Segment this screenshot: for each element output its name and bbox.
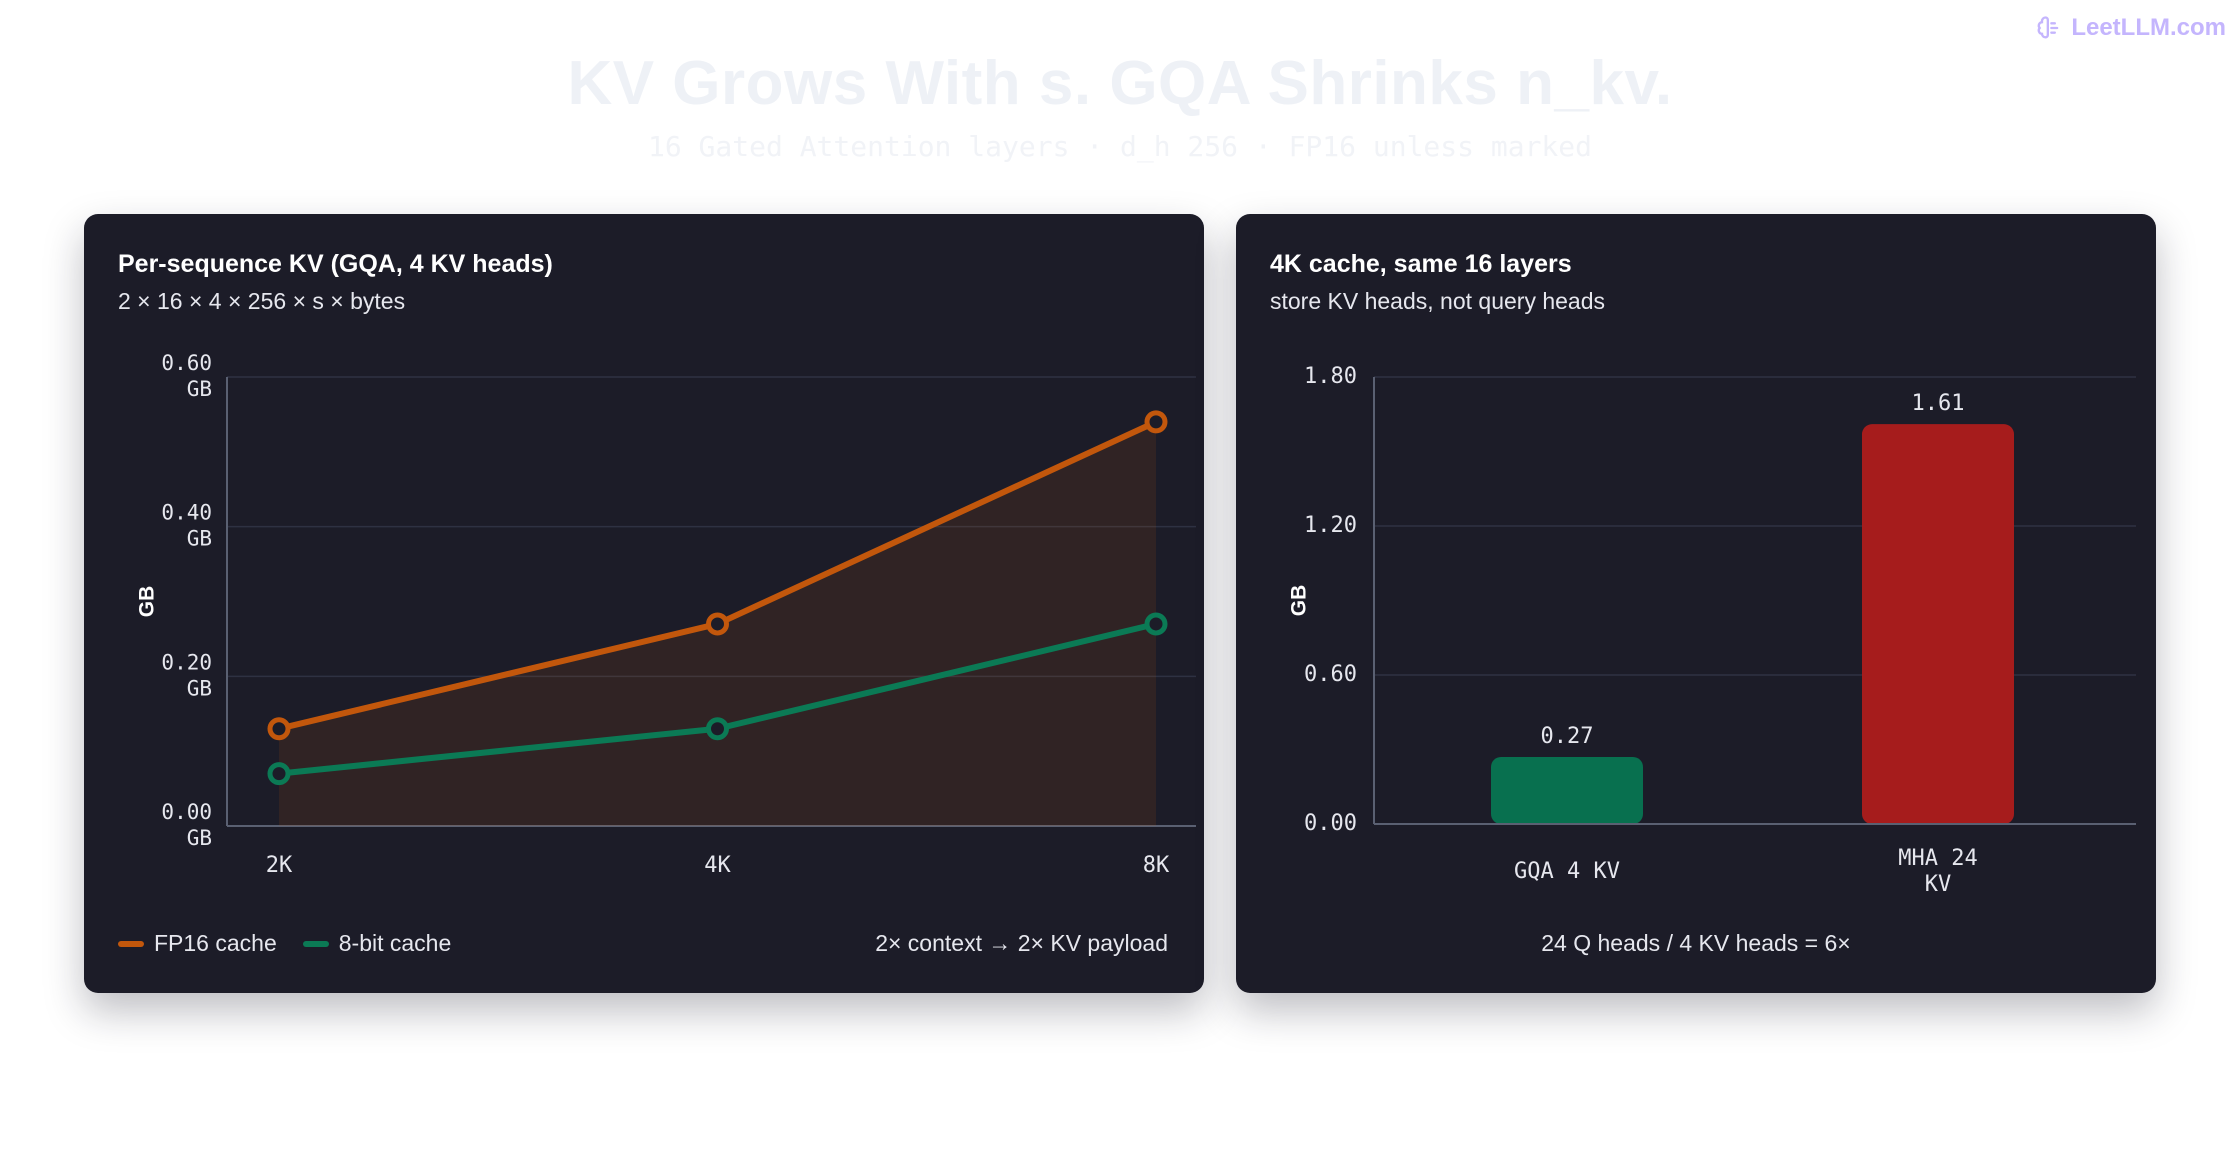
y-tick-label: 0.20 GB: [161, 650, 212, 700]
page-subtitle: 16 Gated Attention layers · d_h 256 · FP…: [647, 130, 1592, 163]
brain-icon: [2037, 16, 2059, 39]
page-title: KV Grows With s. GQA Shrinks n_kv.: [567, 49, 1673, 118]
x-tick-label: MHA 24 KV: [1898, 846, 1977, 897]
y-tick-label: 0.00 GB: [161, 800, 212, 850]
context-footnote: 2× context → 2× KV payload: [875, 930, 1168, 956]
panel-title: Per-sequence KV (GQA, 4 KV heads): [118, 250, 553, 278]
heads-footnote: 24 Q heads / 4 KV heads = 6×: [1541, 930, 1851, 956]
bar-mha: [1862, 424, 2014, 824]
legend-label-fp16: FP16 cache: [154, 930, 277, 956]
y-tick-label: 1.80: [1304, 364, 1357, 389]
x-tick-label: 4K: [704, 853, 731, 878]
y-tick-label: 0.40 GB: [161, 501, 212, 551]
x-tick-label: 8K: [1143, 853, 1170, 878]
kv-line-chart: 0.00 GB 0.20 GB 0.40 GB 0.60 GB GB 2K 4K 8K: [136, 351, 1196, 878]
data-point-fp16: [267, 717, 291, 741]
bar-value-label: 1.61: [1912, 391, 1965, 416]
data-point-fp16: [1144, 410, 1168, 434]
panel-title: 4K cache, same 16 layers: [1270, 250, 1572, 278]
y-tick-label: 0.60: [1304, 662, 1357, 687]
brand-name: LeetLLM.com: [2071, 14, 2226, 41]
data-point-8bit: [706, 717, 729, 741]
data-point-8bit: [267, 762, 291, 786]
panel-subtitle: store KV heads, not query heads: [1270, 288, 1605, 314]
kv-heads-panel: 4K cache, same 16 layers store KV heads,…: [1236, 214, 2156, 993]
brand-logo: LeetLLM.com: [2035, 14, 2226, 42]
data-point-fp16: [706, 612, 729, 636]
kv-bar-chart: 0.00 0.60 1.20 1.80 GB 0.27 GQA 4 KV 1.61 MHA 24…: [1288, 364, 2136, 897]
bar-value-label: 0.27: [1541, 724, 1594, 749]
y-tick-label: 0.60 GB: [161, 351, 212, 401]
bar-gqa: [1491, 756, 1643, 824]
kv-growth-panel: Per-sequence KV (GQA, 4 KV heads) 2 × 16…: [84, 214, 1204, 993]
panel-subtitle: 2 × 16 × 4 × 256 × s × bytes: [118, 288, 406, 314]
x-tick-label: 2K: [266, 853, 293, 878]
legend-swatch-8bit: [302, 940, 329, 947]
chart-legend: FP16 cache 8-bit cache: [118, 930, 451, 957]
y-tick-label: 0.00: [1304, 811, 1357, 836]
y-tick-label: 1.20: [1304, 513, 1357, 538]
y-axis-label: GB: [1288, 585, 1311, 617]
legend-label-8bit: 8-bit cache: [338, 930, 452, 956]
y-axis-label: GB: [136, 586, 159, 618]
legend-item-8bit: 8-bit cache: [302, 930, 452, 957]
x-tick-label: GQA 4 KV: [1514, 859, 1620, 884]
legend-item-fp16: FP16 cache: [118, 930, 277, 957]
data-point-8bit: [1144, 612, 1168, 636]
legend-swatch-fp16: [118, 940, 144, 947]
